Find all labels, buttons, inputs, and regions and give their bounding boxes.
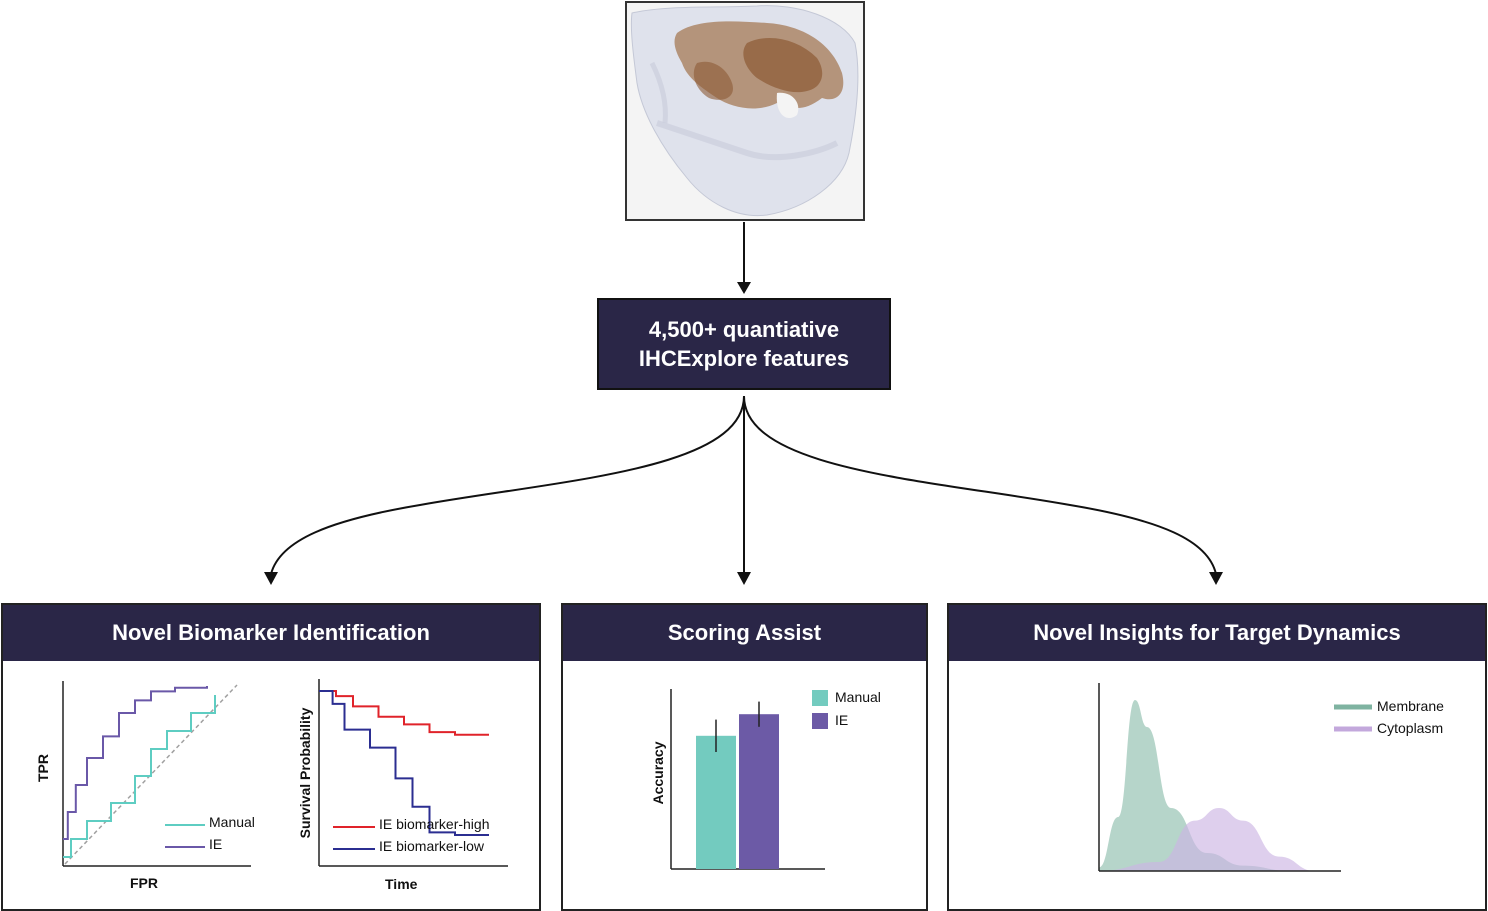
km-line-low (319, 690, 489, 836)
density-membrane (1099, 700, 1291, 871)
roc-diagonal (64, 684, 238, 865)
roc-axes (62, 681, 251, 867)
arrow-to-biomarker (270, 395, 745, 575)
biomarker-charts (62, 679, 508, 867)
features-line-2: IHCExplore features (638, 346, 850, 371)
tissue-illustration (627, 3, 863, 219)
scoring-bars (696, 701, 779, 869)
arrowhead-scoring (737, 572, 751, 585)
scoring-legend-manual: Manual (835, 689, 881, 705)
panel-scoring-title: Scoring Assist (563, 605, 926, 661)
km-axes (318, 679, 508, 867)
ihc-tissue-image (625, 1, 865, 221)
panel-dynamics: Novel Insights for Target Dynamics Membr… (947, 603, 1487, 911)
dynamics-chart (1098, 683, 1372, 872)
panel-scoring: Scoring Assist Manual IE Accuracy (561, 603, 928, 911)
roc-legend-ie: IE (209, 836, 223, 852)
panel-dynamics-title: Novel Insights for Target Dynamics (949, 605, 1485, 661)
roc-xlabel: FPR (130, 875, 158, 891)
features-box: 4,500+ quantiative IHCExplore features (597, 298, 891, 390)
bar-ie (739, 714, 779, 869)
km-ylabel: Survival Probability (297, 707, 313, 839)
roc-line-ie (63, 686, 208, 840)
km-series-group (319, 690, 489, 836)
km-xlabel: Time (385, 876, 418, 892)
panel-biomarker-title: Novel Biomarker Identification (3, 605, 539, 661)
bar-manual (696, 735, 736, 869)
km-line-high (319, 690, 489, 736)
arrowhead-biomarker (264, 572, 278, 585)
scoring-legend-swatch-manual (812, 690, 828, 706)
arrowhead-features (737, 282, 751, 294)
dynamics-legend-membrane: Membrane (1377, 698, 1444, 714)
scoring-chart (670, 689, 828, 870)
km-legend-high: IE biomarker-high (379, 816, 490, 832)
panel-biomarker: Novel Biomarker Identification TPR FPR M… (1, 603, 541, 911)
km-legend-low: IE biomarker-low (379, 838, 485, 854)
roc-legend-manual: Manual (209, 814, 255, 830)
density-series-group (1099, 700, 1315, 871)
arrow-to-dynamics (743, 395, 1217, 575)
scoring-legend-ie: IE (835, 712, 849, 728)
roc-series-group (63, 686, 216, 858)
roc-ylabel: TPR (35, 754, 51, 782)
arrowhead-dynamics (1209, 572, 1223, 585)
scoring-ylabel: Accuracy (650, 741, 666, 805)
roc-line-manual (63, 695, 216, 858)
density-cytoplasm (1099, 808, 1315, 871)
dynamics-legend-cytoplasm: Cytoplasm (1377, 720, 1444, 736)
features-line-1: 4,500+ quantiative (648, 317, 840, 342)
scoring-legend-swatch-ie (812, 713, 828, 729)
